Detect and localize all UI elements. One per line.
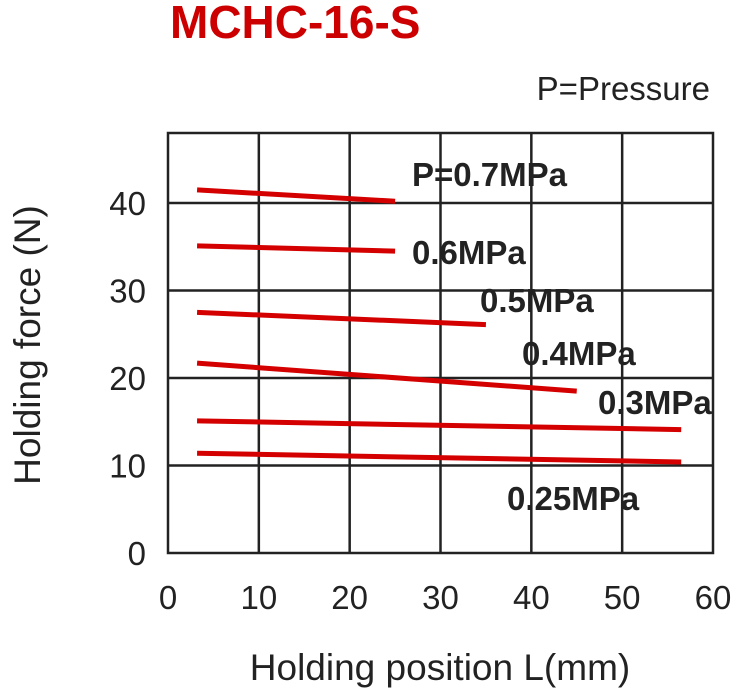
y-tick-label: 20 — [109, 360, 146, 397]
y-axis-label: Holding force (N) — [7, 205, 48, 485]
series-label: P=0.7MPa — [412, 156, 568, 193]
x-tick-label: 60 — [695, 579, 732, 616]
series-line — [196, 360, 577, 394]
series-labels: P=0.7MPa 0.6MPa 0.5MPa 0.4MPa 0.3MPa 0.25MPa — [412, 156, 712, 517]
x-tick-label: 30 — [422, 579, 459, 616]
series-line — [196, 309, 487, 328]
x-tick-label: 50 — [604, 579, 641, 616]
series-label: 0.6MPa — [412, 234, 526, 271]
pressure-note: P=Pressure — [537, 70, 710, 107]
y-tick-label: 0 — [128, 535, 146, 572]
series-line — [197, 243, 396, 254]
y-tick-label: 10 — [109, 448, 146, 485]
series-line — [197, 418, 682, 433]
x-axis-label: Holding position L(mm) — [250, 647, 630, 688]
series-line — [196, 187, 396, 204]
y-tick-label: 30 — [109, 273, 146, 310]
grid — [166, 131, 715, 555]
x-tick-label: 0 — [159, 579, 177, 616]
series-label: 0.3MPa — [598, 384, 712, 421]
chart-title: MCHC-16-S — [170, 0, 420, 48]
x-tick-label: 40 — [513, 579, 550, 616]
y-tick-label: 40 — [109, 185, 146, 222]
x-tick-label: 10 — [240, 579, 277, 616]
x-tick-label: 20 — [331, 579, 368, 616]
series-lines — [196, 187, 682, 465]
series-label: 0.4MPa — [522, 335, 636, 372]
series-line — [197, 450, 682, 465]
ticks: 0 10 20 30 40 50 60 0 10 20 30 40 — [109, 185, 731, 616]
series-label: 0.5MPa — [480, 282, 594, 319]
series-label: 0.25MPa — [507, 480, 640, 517]
